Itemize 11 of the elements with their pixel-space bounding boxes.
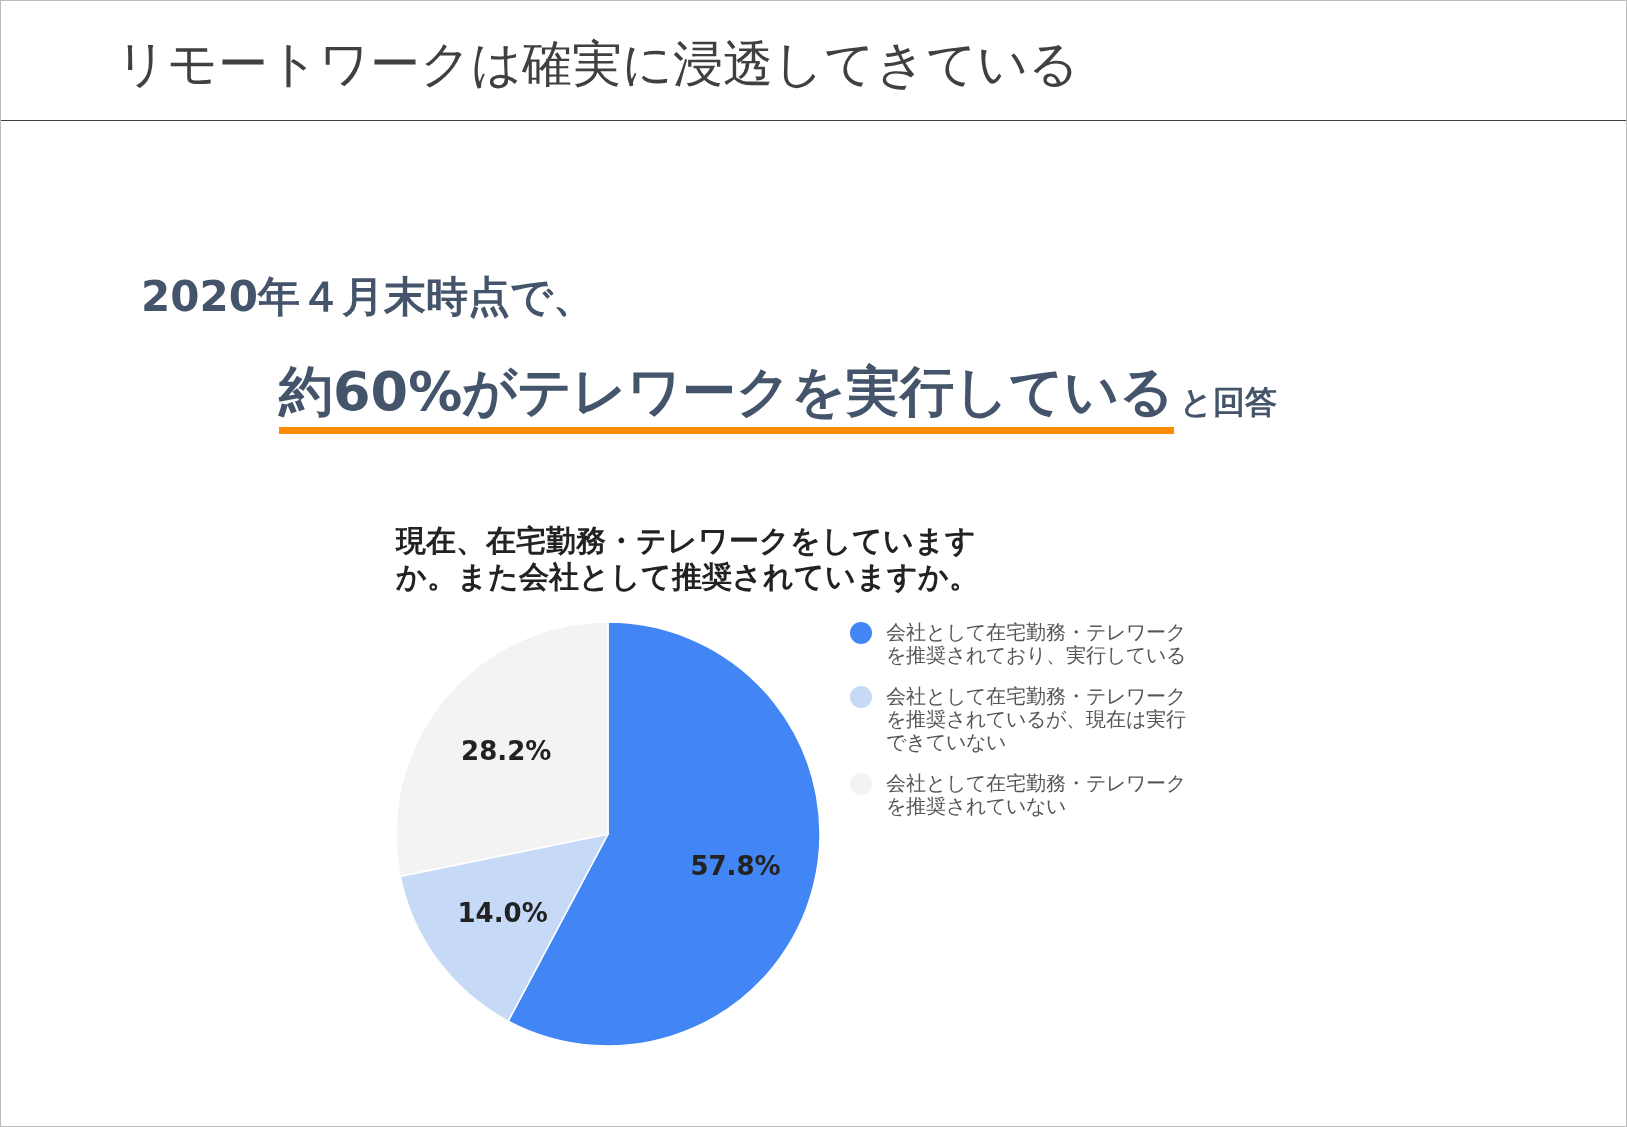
data-label: 14.0% xyxy=(457,897,548,928)
text: と回答 xyxy=(1180,382,1277,423)
legend-label: 会社として在宅勤務・テレワークを推奨されており、実行している xyxy=(886,620,1187,667)
text: 約60%がテレワークを実行している xyxy=(279,357,1175,434)
chart-subtitle: 現在、在宅勤務・テレワークをしていますか。また会社として推奨されていますか。 xyxy=(396,523,980,595)
data-label: 57.8% xyxy=(690,850,781,881)
chart-title: リモートワークは確実に浸透してきている xyxy=(116,34,1079,95)
legend-label: 会社として在宅勤務・テレワークを推奨されているが、現在は実行できていない xyxy=(886,684,1187,754)
text: 2020年４月末時点で、 xyxy=(141,271,595,323)
data-label: 28.2% xyxy=(461,735,552,766)
legend-label: 会社として在宅勤務・テレワークを推奨されていない xyxy=(886,771,1187,818)
